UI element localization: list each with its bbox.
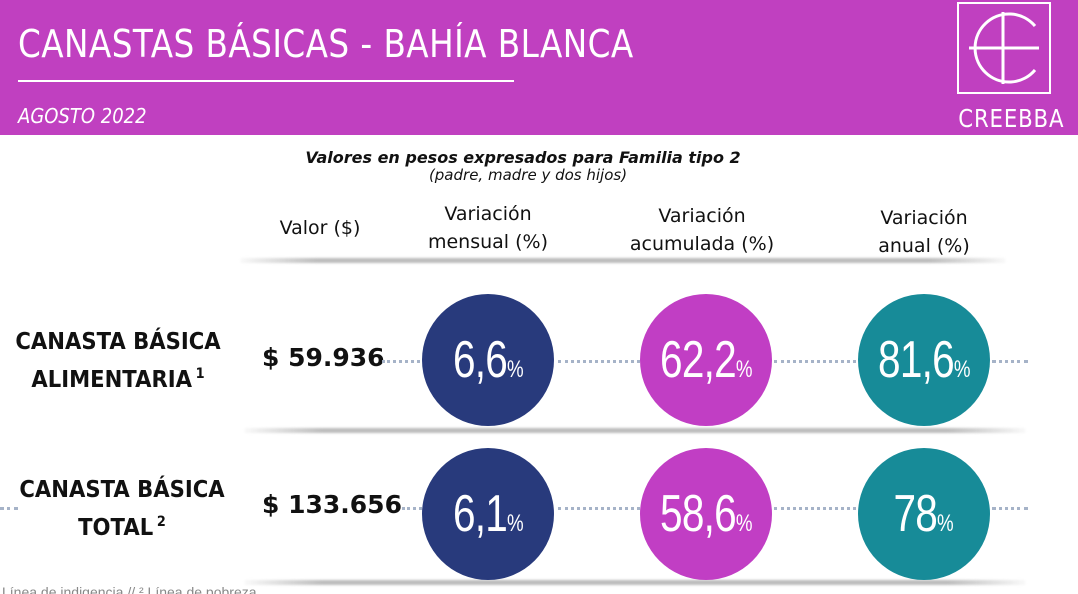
mensual-alimentaria-value: 6,6%: [453, 330, 524, 390]
row-label-total-line1: CANASTA BÁSICA: [19, 477, 225, 503]
column-header-mensual-line1: Variación: [444, 203, 532, 225]
row-label-total: CANASTA BÁSICA TOTAL 2: [13, 474, 230, 544]
column-header-acumulada: Variación acumulada (%): [614, 202, 790, 258]
row-label-alimentaria-text: ALIMENTARIA: [31, 367, 193, 393]
description-sub: (padre, madre y dos hijos): [428, 166, 628, 184]
circle-anual-total: 78%: [858, 448, 990, 580]
dotted-connector: [774, 360, 856, 363]
anual-total-number: 78: [893, 485, 938, 543]
column-header-acumulada-line1: Variación: [658, 205, 746, 227]
description-main: Valores en pesos expresados para Familia…: [305, 148, 741, 167]
mensual-total-value: 6,1%: [453, 484, 524, 544]
header-banner: CANASTAS BÁSICAS - BAHÍA BLANCA AGOSTO 2…: [0, 0, 1078, 135]
circle-mensual-total: 6,1%: [422, 448, 554, 580]
acumulada-total-value: 58,6%: [660, 484, 752, 544]
circle-acumulada-alimentaria: 62,2%: [640, 294, 772, 426]
anual-alimentaria-value: 81,6%: [878, 330, 970, 390]
bottom-separator: [244, 580, 1026, 585]
percent-sign: %: [735, 510, 753, 537]
dotted-connector: [402, 507, 422, 510]
row-label-alimentaria: CANASTA BÁSICA ALIMENTARIA 1: [9, 326, 226, 396]
value-alimentaria: $ 59.936: [262, 343, 385, 372]
percent-sign: %: [953, 356, 971, 383]
row-label-alimentaria-line1: CANASTA BÁSICA: [15, 329, 221, 355]
column-header-anual: Variación anual (%): [850, 204, 998, 260]
page-subtitle: AGOSTO 2022: [18, 104, 147, 128]
dotted-connector: [558, 507, 640, 510]
column-header-mensual: Variación mensual (%): [410, 200, 566, 256]
percent-sign: %: [937, 510, 955, 537]
mensual-total-number: 6,1: [452, 485, 508, 543]
percent-sign: %: [735, 356, 753, 383]
anual-alimentaria-number: 81,6: [877, 331, 955, 389]
circle-anual-alimentaria: 81,6%: [858, 294, 990, 426]
row-label-total-line2: TOTAL 2: [13, 506, 230, 544]
logo-text: CREEBBA: [958, 104, 1065, 133]
dotted-connector: [558, 360, 640, 363]
page-title: CANASTAS BÁSICAS - BAHÍA BLANCA: [18, 22, 634, 66]
value-total: $ 133.656: [262, 490, 402, 519]
dotted-connector: [0, 507, 18, 510]
mensual-alimentaria-number: 6,6: [452, 331, 508, 389]
title-underline: [18, 80, 514, 82]
circle-acumulada-total: 58,6%: [640, 448, 772, 580]
creebba-logo-icon: [957, 2, 1051, 94]
footnote-marker: 1: [195, 366, 205, 382]
acumulada-alimentaria-number: 62,2: [659, 331, 737, 389]
footnote-text: Línea de indigencia // ² Línea de pobrez…: [2, 584, 257, 594]
circle-mensual-alimentaria: 6,6%: [422, 294, 554, 426]
dotted-connector: [992, 360, 1028, 363]
header-separator: [240, 258, 1006, 263]
column-header-acumulada-line2: acumulada (%): [629, 233, 775, 255]
acumulada-total-number: 58,6: [659, 485, 737, 543]
column-header-valor: Valor ($): [262, 214, 378, 242]
column-header-valor-text: Valor ($): [279, 217, 361, 239]
dotted-connector: [992, 507, 1028, 510]
footnote-marker: 2: [156, 514, 166, 530]
anual-total-value: 78%: [894, 484, 954, 544]
column-header-mensual-line2: mensual (%): [427, 231, 549, 253]
column-header-anual-line2: anual (%): [878, 235, 970, 257]
row-separator: [244, 428, 1026, 433]
percent-sign: %: [506, 356, 524, 383]
row-label-alimentaria-line2: ALIMENTARIA 1: [9, 358, 226, 396]
row-label-total-text: TOTAL: [78, 515, 154, 541]
acumulada-alimentaria-value: 62,2%: [660, 330, 752, 390]
percent-sign: %: [506, 510, 524, 537]
dotted-connector: [382, 360, 420, 363]
dotted-connector: [774, 507, 856, 510]
column-header-anual-line1: Variación: [880, 207, 968, 229]
